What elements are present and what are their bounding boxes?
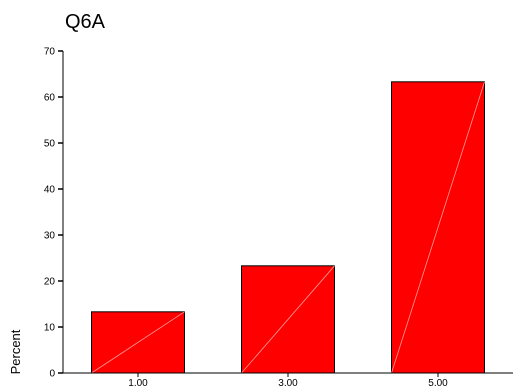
x-tick-label: 1.00 — [128, 378, 148, 389]
y-tick-label: 70 — [44, 47, 56, 58]
y-tick-label: 10 — [44, 323, 56, 334]
y-tick-label: 30 — [44, 231, 56, 242]
y-tick-label: 40 — [44, 185, 56, 196]
y-tick-label: 50 — [44, 139, 56, 150]
bar-shading-1.00 — [91, 311, 185, 374]
bar-shading-5.00 — [391, 81, 485, 374]
y-tick-label: 60 — [44, 93, 56, 104]
x-tick-label: 5.00 — [428, 378, 448, 389]
y-tick-label: 20 — [44, 277, 56, 288]
y-tick-label: 0 — [49, 369, 55, 380]
bar-shading-3.00 — [241, 265, 335, 374]
axes-group: 1.00 3.00 5.00 0 10 20 30 40 50 60 70 — [44, 47, 513, 389]
bars-group — [91, 81, 485, 374]
chart-title: Q6A — [65, 11, 106, 33]
y-axis-label: Percent — [8, 329, 23, 374]
x-tick-label: 3.00 — [278, 378, 298, 389]
